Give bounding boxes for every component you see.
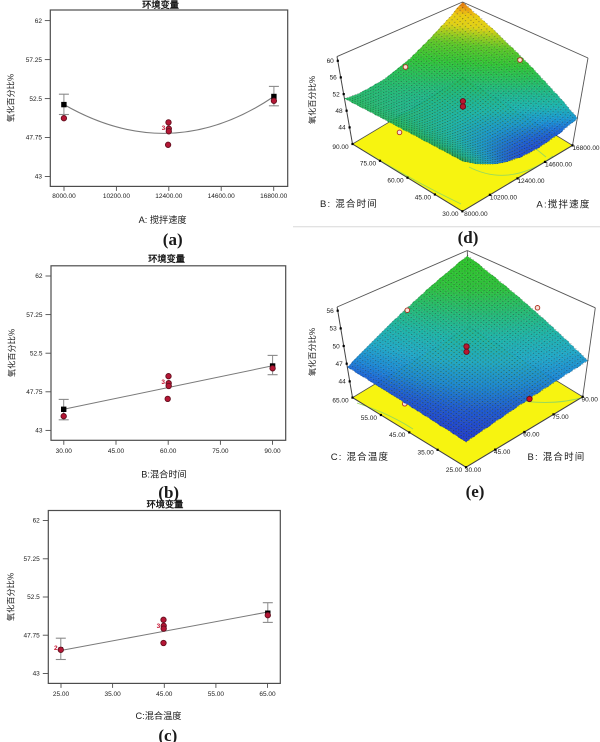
svg-text:50: 50 (332, 343, 340, 350)
svg-text:(b): (b) (158, 483, 179, 502)
svg-text:A:搅拌速度: A:搅拌速度 (536, 199, 590, 211)
svg-text:75.00: 75.00 (360, 161, 377, 168)
svg-text:B: 混合时间: B: 混合时间 (527, 451, 585, 463)
svg-text:12400.00: 12400.00 (517, 178, 544, 185)
svg-text:氧化百分比%: 氧化百分比% (307, 76, 317, 124)
svg-text:47.75: 47.75 (24, 633, 41, 640)
svg-text:57.25: 57.25 (26, 312, 43, 319)
svg-text:47.75: 47.75 (26, 389, 43, 396)
svg-text:45.00: 45.00 (415, 194, 432, 201)
svg-text:环境变量: 环境变量 (148, 253, 185, 264)
svg-text:52.5: 52.5 (27, 594, 40, 601)
svg-text:A: 搅拌速度: A: 搅拌速度 (139, 214, 187, 225)
svg-text:60.00: 60.00 (160, 448, 177, 455)
svg-text:56: 56 (330, 75, 338, 82)
svg-text:30.00: 30.00 (56, 448, 73, 455)
svg-text:45.00: 45.00 (156, 691, 173, 698)
svg-text:90.00: 90.00 (582, 396, 599, 403)
svg-text:B: 混合时间: B: 混合时间 (320, 198, 378, 210)
svg-text:35.00: 35.00 (104, 691, 121, 698)
svg-text:56: 56 (326, 308, 334, 315)
svg-text:16800.00: 16800.00 (260, 193, 287, 200)
svg-text:55.00: 55.00 (208, 691, 225, 698)
svg-text:C:混合温度: C:混合温度 (136, 710, 182, 721)
svg-text:44: 44 (338, 379, 346, 386)
svg-text:30.00: 30.00 (465, 467, 482, 474)
svg-text:35.00: 35.00 (417, 450, 434, 457)
svg-text:12400.00: 12400.00 (155, 193, 182, 200)
svg-text:90.00: 90.00 (332, 144, 349, 151)
svg-text:43: 43 (35, 428, 43, 435)
svg-text:氧化百分比%: 氧化百分比% (307, 328, 317, 376)
svg-text:43: 43 (33, 671, 41, 678)
svg-text:62: 62 (35, 273, 43, 280)
svg-text:57.25: 57.25 (24, 556, 41, 563)
svg-text:60.00: 60.00 (523, 432, 540, 439)
svg-text:2: 2 (54, 645, 58, 652)
svg-text:8000.00: 8000.00 (52, 193, 76, 200)
svg-text:14600.00: 14600.00 (545, 162, 572, 169)
svg-text:氧化百分比%: 氧化百分比% (6, 573, 16, 621)
svg-text:(c): (c) (158, 726, 177, 742)
svg-text:(d): (d) (458, 228, 479, 247)
svg-text:55.00: 55.00 (361, 415, 378, 422)
svg-text:45.00: 45.00 (108, 448, 125, 455)
svg-text:65.00: 65.00 (259, 691, 276, 698)
svg-text:47.75: 47.75 (26, 135, 43, 142)
svg-text:75.00: 75.00 (212, 448, 229, 455)
svg-text:60: 60 (327, 58, 335, 65)
svg-text:3: 3 (157, 623, 161, 630)
svg-text:10200.00: 10200.00 (490, 194, 517, 201)
svg-text:52.5: 52.5 (30, 350, 43, 357)
svg-text:3: 3 (161, 379, 165, 386)
svg-text:75.00: 75.00 (552, 414, 569, 421)
svg-text:16800.00: 16800.00 (572, 145, 599, 152)
svg-text:14600.00: 14600.00 (208, 193, 235, 200)
svg-text:B:混合时间: B:混合时间 (141, 469, 186, 480)
svg-text:30.00: 30.00 (442, 211, 459, 218)
svg-text:45.00: 45.00 (389, 432, 406, 439)
svg-text:62: 62 (33, 518, 41, 525)
svg-text:47: 47 (335, 361, 343, 368)
svg-text:45.00: 45.00 (494, 449, 511, 456)
svg-text:氧化百分比%: 氧化百分比% (7, 329, 17, 377)
svg-text:62: 62 (35, 18, 43, 25)
svg-text:环境变量: 环境变量 (147, 498, 184, 509)
svg-text:44: 44 (338, 125, 346, 132)
svg-text:90.00: 90.00 (264, 448, 281, 455)
svg-text:25.00: 25.00 (446, 467, 463, 474)
svg-text:C: 混合温度: C: 混合温度 (331, 451, 390, 463)
svg-text:氧化百分比%: 氧化百分比% (5, 74, 15, 122)
svg-text:(e): (e) (466, 482, 485, 501)
svg-text:3: 3 (162, 125, 166, 132)
svg-text:(a): (a) (163, 230, 183, 249)
svg-text:60.00: 60.00 (387, 178, 404, 185)
svg-text:8000.00: 8000.00 (464, 211, 488, 218)
svg-text:65.00: 65.00 (332, 397, 349, 404)
svg-text:53: 53 (329, 326, 337, 333)
svg-text:10200.00: 10200.00 (103, 193, 130, 200)
svg-text:43: 43 (35, 174, 43, 181)
svg-text:57.25: 57.25 (26, 57, 43, 64)
svg-text:52: 52 (332, 91, 340, 98)
svg-text:环境变量: 环境变量 (142, 0, 179, 10)
svg-text:48: 48 (335, 108, 343, 115)
svg-text:52.5: 52.5 (29, 96, 42, 103)
svg-text:25.00: 25.00 (53, 691, 70, 698)
